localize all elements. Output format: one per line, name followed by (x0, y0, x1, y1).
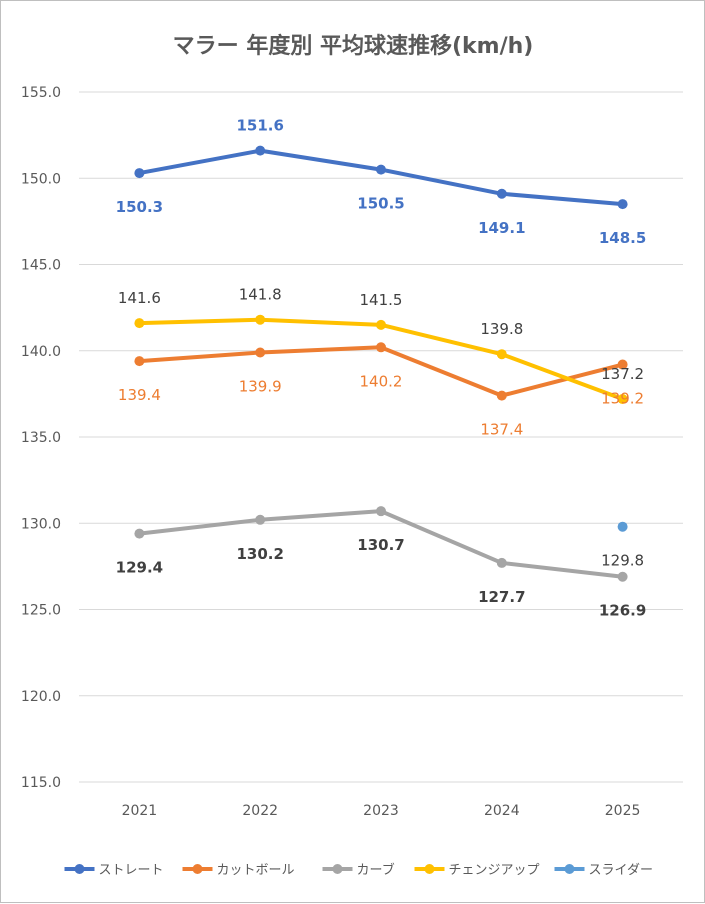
data-label: 129.8 (601, 552, 644, 570)
y-tick-label: 135.0 (21, 430, 61, 446)
x-tick-label: 2023 (363, 803, 399, 819)
x-tick-label: 2021 (122, 803, 158, 819)
legend-label: ストレート (99, 863, 164, 878)
data-point (255, 514, 266, 525)
legend-label: カットボール (217, 863, 295, 878)
data-point (617, 521, 628, 532)
data-label: 127.7 (478, 588, 525, 606)
data-point (134, 528, 145, 539)
grid-layer: 115.0 120.0 125.0 130.0 135.0 140.0 145.0 150.0… (21, 85, 683, 819)
legend-label: チェンジアップ (449, 863, 540, 878)
data-point (134, 356, 145, 367)
y-tick-label: 130.0 (21, 516, 61, 532)
y-tick-label: 155.0 (21, 85, 61, 101)
data-point (255, 347, 266, 358)
data-label: 137.2 (601, 365, 644, 383)
data-label: 126.9 (599, 602, 646, 620)
y-tick-label: 120.0 (21, 689, 61, 705)
y-tick-label: 125.0 (21, 603, 61, 619)
data-point (617, 359, 628, 370)
data-label: 130.2 (236, 545, 283, 563)
data-point (376, 506, 386, 517)
data-point (496, 349, 507, 360)
data-label: 129.4 (116, 559, 163, 577)
data-point (376, 342, 386, 353)
y-tick-label: 115.0 (21, 775, 61, 791)
data-point (255, 145, 266, 156)
legend-marker (192, 864, 203, 874)
data-point (617, 394, 628, 405)
data-label: 141.8 (239, 286, 282, 304)
legend-label: スライダー (589, 863, 653, 878)
x-tick-label: 2022 (242, 803, 278, 819)
data-label: 141.5 (360, 291, 403, 309)
data-point (496, 188, 507, 199)
data-label: 137.4 (480, 421, 523, 439)
data-point (376, 319, 386, 330)
x-tick-label: 2025 (605, 803, 641, 819)
y-tick-label: 140.0 (21, 344, 61, 360)
data-point (134, 168, 145, 179)
data-label: 139.4 (118, 386, 161, 404)
data-point (496, 390, 507, 401)
legend-label: カーブ (357, 862, 395, 878)
legend-marker (564, 864, 575, 874)
data-label: 140.2 (360, 372, 403, 390)
y-tick-label: 150.0 (21, 171, 61, 187)
data-label: 150.5 (357, 195, 404, 213)
data-point (255, 314, 266, 325)
data-point (617, 199, 628, 210)
data-label: 150.3 (116, 198, 163, 216)
data-label: 139.2 (601, 390, 644, 408)
data-label: 139.8 (480, 320, 523, 338)
series-layer (134, 145, 628, 582)
data-point (496, 557, 507, 568)
data-label: 148.5 (599, 229, 646, 247)
data-point (376, 164, 386, 175)
legend: ストレート カットボール カーブ チェンジアップ スライダー (64, 862, 653, 878)
data-label: 151.6 (236, 117, 283, 135)
data-label: 139.9 (239, 377, 282, 395)
legend-marker (332, 864, 343, 874)
label-layer: 150.3 151.6 150.5 149.1 148.5 139.4 139.9 140.2… (116, 117, 647, 620)
y-tick-label: 145.0 (21, 258, 61, 274)
data-label: 149.1 (478, 219, 525, 237)
legend-marker (74, 864, 85, 874)
data-label: 141.6 (118, 289, 161, 307)
chart-title: マラー 年度別 平均球速推移(km/h) (173, 33, 534, 59)
data-point (134, 318, 145, 329)
data-label: 130.7 (357, 536, 404, 554)
legend-marker (424, 864, 435, 874)
x-tick-label: 2024 (484, 803, 520, 819)
data-point (617, 571, 628, 582)
